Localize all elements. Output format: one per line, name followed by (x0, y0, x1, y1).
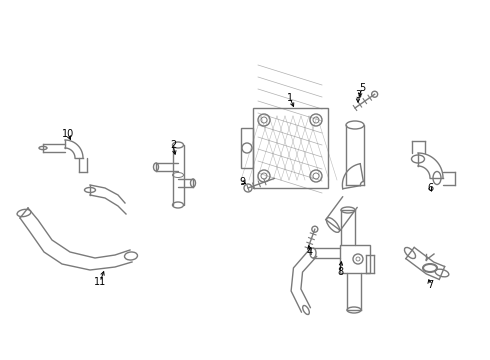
Text: 2: 2 (170, 140, 176, 150)
Text: 4: 4 (307, 247, 313, 257)
Text: 10: 10 (62, 129, 74, 139)
Text: 3: 3 (355, 90, 361, 100)
Bar (340, 245, 370, 273)
Bar (253, 108, 328, 188)
Text: 6: 6 (427, 183, 433, 193)
Text: 8: 8 (337, 267, 343, 277)
Text: 9: 9 (239, 177, 245, 187)
Text: 5: 5 (359, 83, 365, 93)
Bar (241, 128, 253, 168)
Text: 1: 1 (287, 93, 293, 103)
Text: 11: 11 (94, 277, 106, 287)
Text: 7: 7 (427, 280, 433, 290)
